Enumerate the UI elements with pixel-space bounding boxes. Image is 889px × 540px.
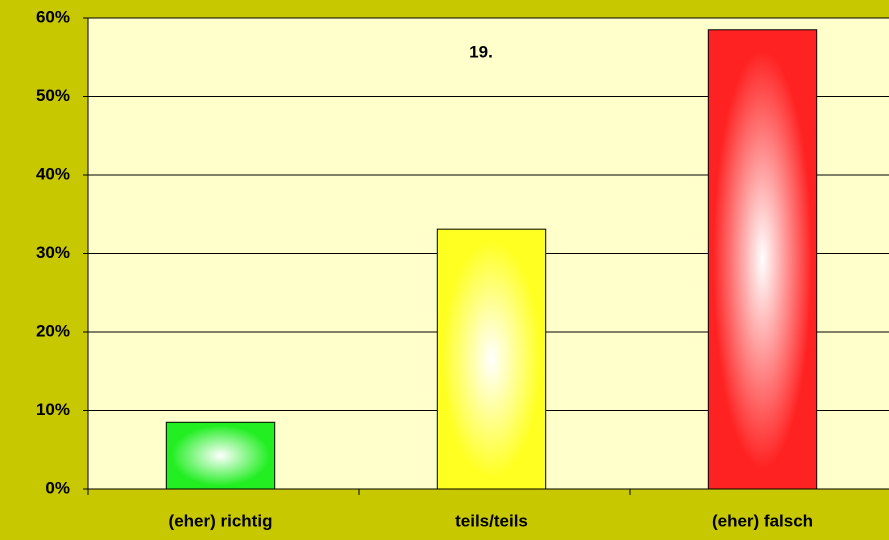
- y-tick-label: 60%: [36, 7, 70, 26]
- y-tick-label: 20%: [36, 321, 70, 340]
- bar: [165, 421, 276, 490]
- x-tick-label: (eher) falsch: [712, 511, 813, 530]
- y-tick-label: 10%: [36, 400, 70, 419]
- y-tick-label: 30%: [36, 243, 70, 262]
- y-tick-label: 40%: [36, 164, 70, 183]
- x-tick-label: (eher) richtig: [169, 511, 273, 530]
- bar: [436, 228, 547, 490]
- bar: [707, 29, 818, 490]
- y-tick-label: 50%: [36, 86, 70, 105]
- x-tick-label: teils/teils: [455, 511, 528, 530]
- chart-title: 19.: [469, 42, 493, 61]
- y-tick-label: 0%: [45, 478, 70, 497]
